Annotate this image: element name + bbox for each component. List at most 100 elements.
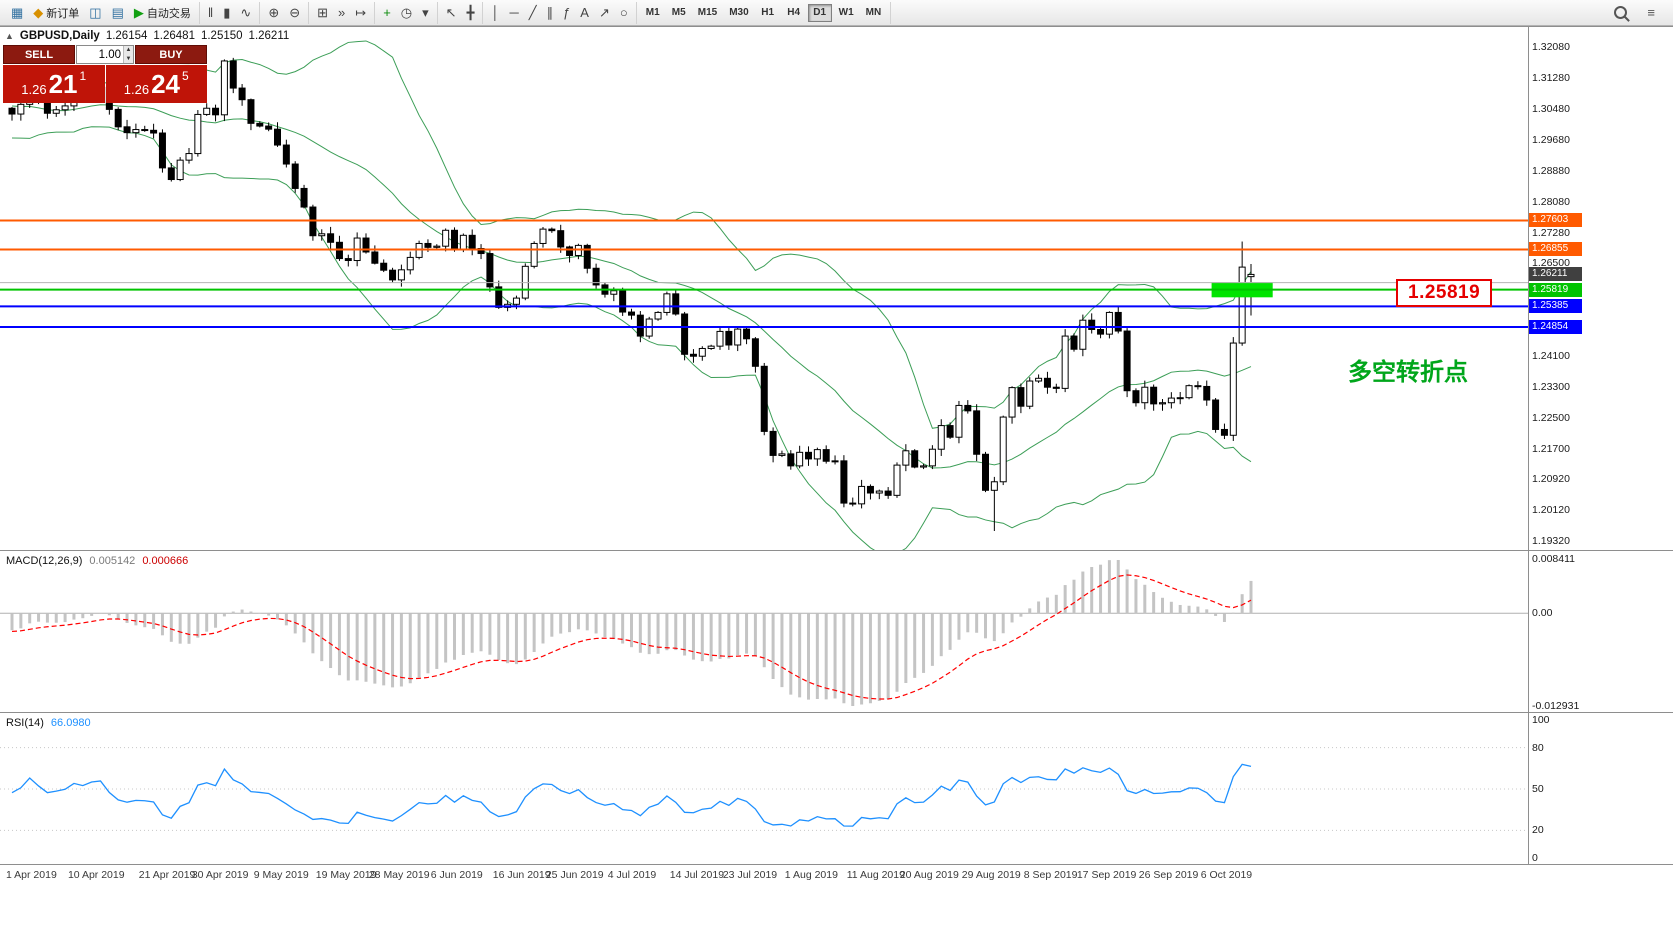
new-order-button-label: 新订单	[46, 7, 80, 20]
zoom-group: ⊕ ⊖	[260, 1, 310, 24]
volume-up-button[interactable]: ▲	[124, 46, 133, 55]
macd-signal-value: 0.000666	[142, 555, 189, 567]
crosshair-button[interactable]: ╋	[462, 3, 480, 23]
rsi-name: RSI(14)	[6, 717, 44, 729]
cursor-icon: ↖	[445, 5, 457, 20]
chart-shift-button[interactable]: ↦	[350, 3, 371, 23]
timeframe-m5[interactable]: M5	[667, 4, 691, 22]
timeframe-m15[interactable]: M15	[693, 4, 722, 22]
timeframe-m30[interactable]: M30	[724, 4, 753, 22]
templates-icon: ▾	[422, 5, 429, 20]
line-chart-button[interactable]: ∿	[235, 3, 256, 23]
candlestick-chart-icon: ▮	[223, 5, 231, 20]
volume-input[interactable]	[77, 46, 123, 63]
channel-icon: ∥	[546, 5, 554, 20]
market-watch-button[interactable]: ◫	[84, 3, 106, 23]
ohlc-open: 1.26154	[105, 30, 148, 42]
line-chart-icon: ∿	[240, 5, 252, 20]
macd-panel	[0, 560, 1528, 706]
timeframe-w1[interactable]: W1	[834, 4, 859, 22]
rsi-value: 66.0980	[50, 717, 91, 729]
timeframe-h4[interactable]: H4	[782, 4, 806, 22]
buy-price-point: 5	[182, 69, 189, 83]
sell-price-pips: 21	[48, 69, 78, 99]
timeframe-d1[interactable]: D1	[807, 3, 832, 22]
search-icon	[1614, 6, 1628, 19]
crosshair-icon: ╋	[466, 5, 475, 20]
macd-main-value: 0.005142	[89, 555, 136, 567]
navigator-icon: ▤	[111, 5, 124, 20]
periods-icon: ◷	[400, 5, 413, 20]
buy-price-pips: 24	[151, 69, 181, 99]
insert-group: + ◷ ▾	[375, 1, 438, 24]
arrow-object-button[interactable]: ↗	[594, 3, 615, 23]
window-group: ⊞ » ↦	[309, 1, 376, 24]
periods-button[interactable]: ◷	[396, 3, 417, 23]
shapes-button[interactable]: ○	[615, 3, 633, 23]
price-callout: 1.25819	[1396, 279, 1493, 307]
bar-chart-button[interactable]: ‖	[203, 3, 218, 23]
volume-down-button[interactable]: ▼	[124, 54, 133, 63]
buy-price-display[interactable]: 1.26 24 5	[105, 65, 207, 103]
horizontal-line-button[interactable]: ─	[505, 3, 524, 23]
sell-price-prefix: 1.26	[21, 82, 47, 97]
file-group: ▦ ◆ 新订单 ◫ ▤ ▶ 自动交易	[3, 1, 200, 24]
timeframe-h1[interactable]: H1	[756, 4, 780, 22]
indicators-button[interactable]: +	[378, 3, 396, 23]
candles	[8, 57, 1255, 531]
text-button[interactable]: A	[575, 3, 594, 23]
chart-list-icon: ≡	[1647, 5, 1655, 20]
ohlc-close: 1.26211	[248, 30, 290, 42]
auto-scroll-button[interactable]: »	[333, 3, 350, 23]
cursor-button[interactable]: ↖	[441, 3, 462, 23]
timeframe-m1[interactable]: M1	[641, 4, 665, 22]
ohlc-high: 1.26481	[153, 30, 195, 42]
buy-button[interactable]: BUY	[135, 45, 207, 64]
autotrading-button-label: 自动交易	[146, 7, 191, 20]
navigator-button[interactable]: ▤	[107, 3, 129, 23]
symbol-search-button[interactable]	[1609, 3, 1632, 23]
buy-price-prefix: 1.26	[123, 82, 150, 97]
trendline-button[interactable]: ╱	[524, 3, 542, 23]
text-icon: A	[580, 5, 589, 20]
volume-field: ▲ ▼	[76, 45, 134, 64]
tile-windows-button[interactable]: ⊞	[312, 3, 333, 23]
panel-separators	[0, 26, 1673, 865]
zoom-in-button[interactable]: ⊕	[263, 3, 284, 23]
tile-windows-icon: ⊞	[317, 5, 329, 20]
macd-indicator-label: MACD(12,26,9) 0.005142 0.000666	[6, 555, 188, 567]
channel-button[interactable]: ∥	[542, 3, 559, 23]
autotrading-button[interactable]: ▶ 自动交易	[129, 3, 196, 23]
fibonacci-icon: ƒ	[563, 5, 571, 20]
arrow-object-icon: ↗	[598, 5, 610, 20]
zoom-out-button[interactable]: ⊖	[284, 3, 305, 23]
macd-name: MACD(12,26,9)	[6, 555, 83, 567]
sell-button[interactable]: SELL	[3, 45, 75, 64]
new-chart-button[interactable]: ▦	[6, 3, 28, 23]
auto-scroll-icon: »	[338, 5, 346, 20]
indicators-icon: +	[383, 5, 391, 20]
templates-button[interactable]: ▾	[417, 3, 434, 23]
annotation-note: 多空转折点	[1348, 359, 1468, 386]
one-click-collapse-button[interactable]: ▲	[5, 31, 14, 41]
timeframe-toolbar: M1 M5 M15 M30 H1 H4 D1 W1 MN	[637, 1, 892, 24]
toolbar-right-group: ≡	[1609, 3, 1670, 23]
market-watch-icon: ◫	[89, 5, 102, 20]
rsi-panel	[0, 747, 1528, 831]
new-order-button[interactable]: ◆ 新订单	[28, 3, 84, 23]
volume-stepper: ▲ ▼	[123, 46, 133, 63]
fibonacci-button[interactable]: ƒ	[558, 3, 575, 23]
sell-price-point: 1	[79, 69, 87, 83]
cursor-group: ↖ ╋	[438, 1, 484, 24]
new-chart-icon: ▦	[11, 5, 24, 20]
candlestick-chart-button[interactable]: ▮	[218, 3, 235, 23]
chart-title: ▲ GBPUSD,Daily 1.26154 1.26481 1.25150 1…	[5, 30, 289, 42]
objects-group: │ ─ ╱ ∥ ƒ A ↗ ○	[483, 1, 637, 24]
vertical-line-button[interactable]: │	[486, 3, 504, 23]
autotrading-icon: ▶	[133, 5, 144, 20]
timeframe-mn[interactable]: MN	[861, 4, 887, 22]
chart-list-button[interactable]: ≡	[1642, 3, 1660, 23]
sell-price-display[interactable]: 1.26 21 1	[3, 65, 105, 103]
